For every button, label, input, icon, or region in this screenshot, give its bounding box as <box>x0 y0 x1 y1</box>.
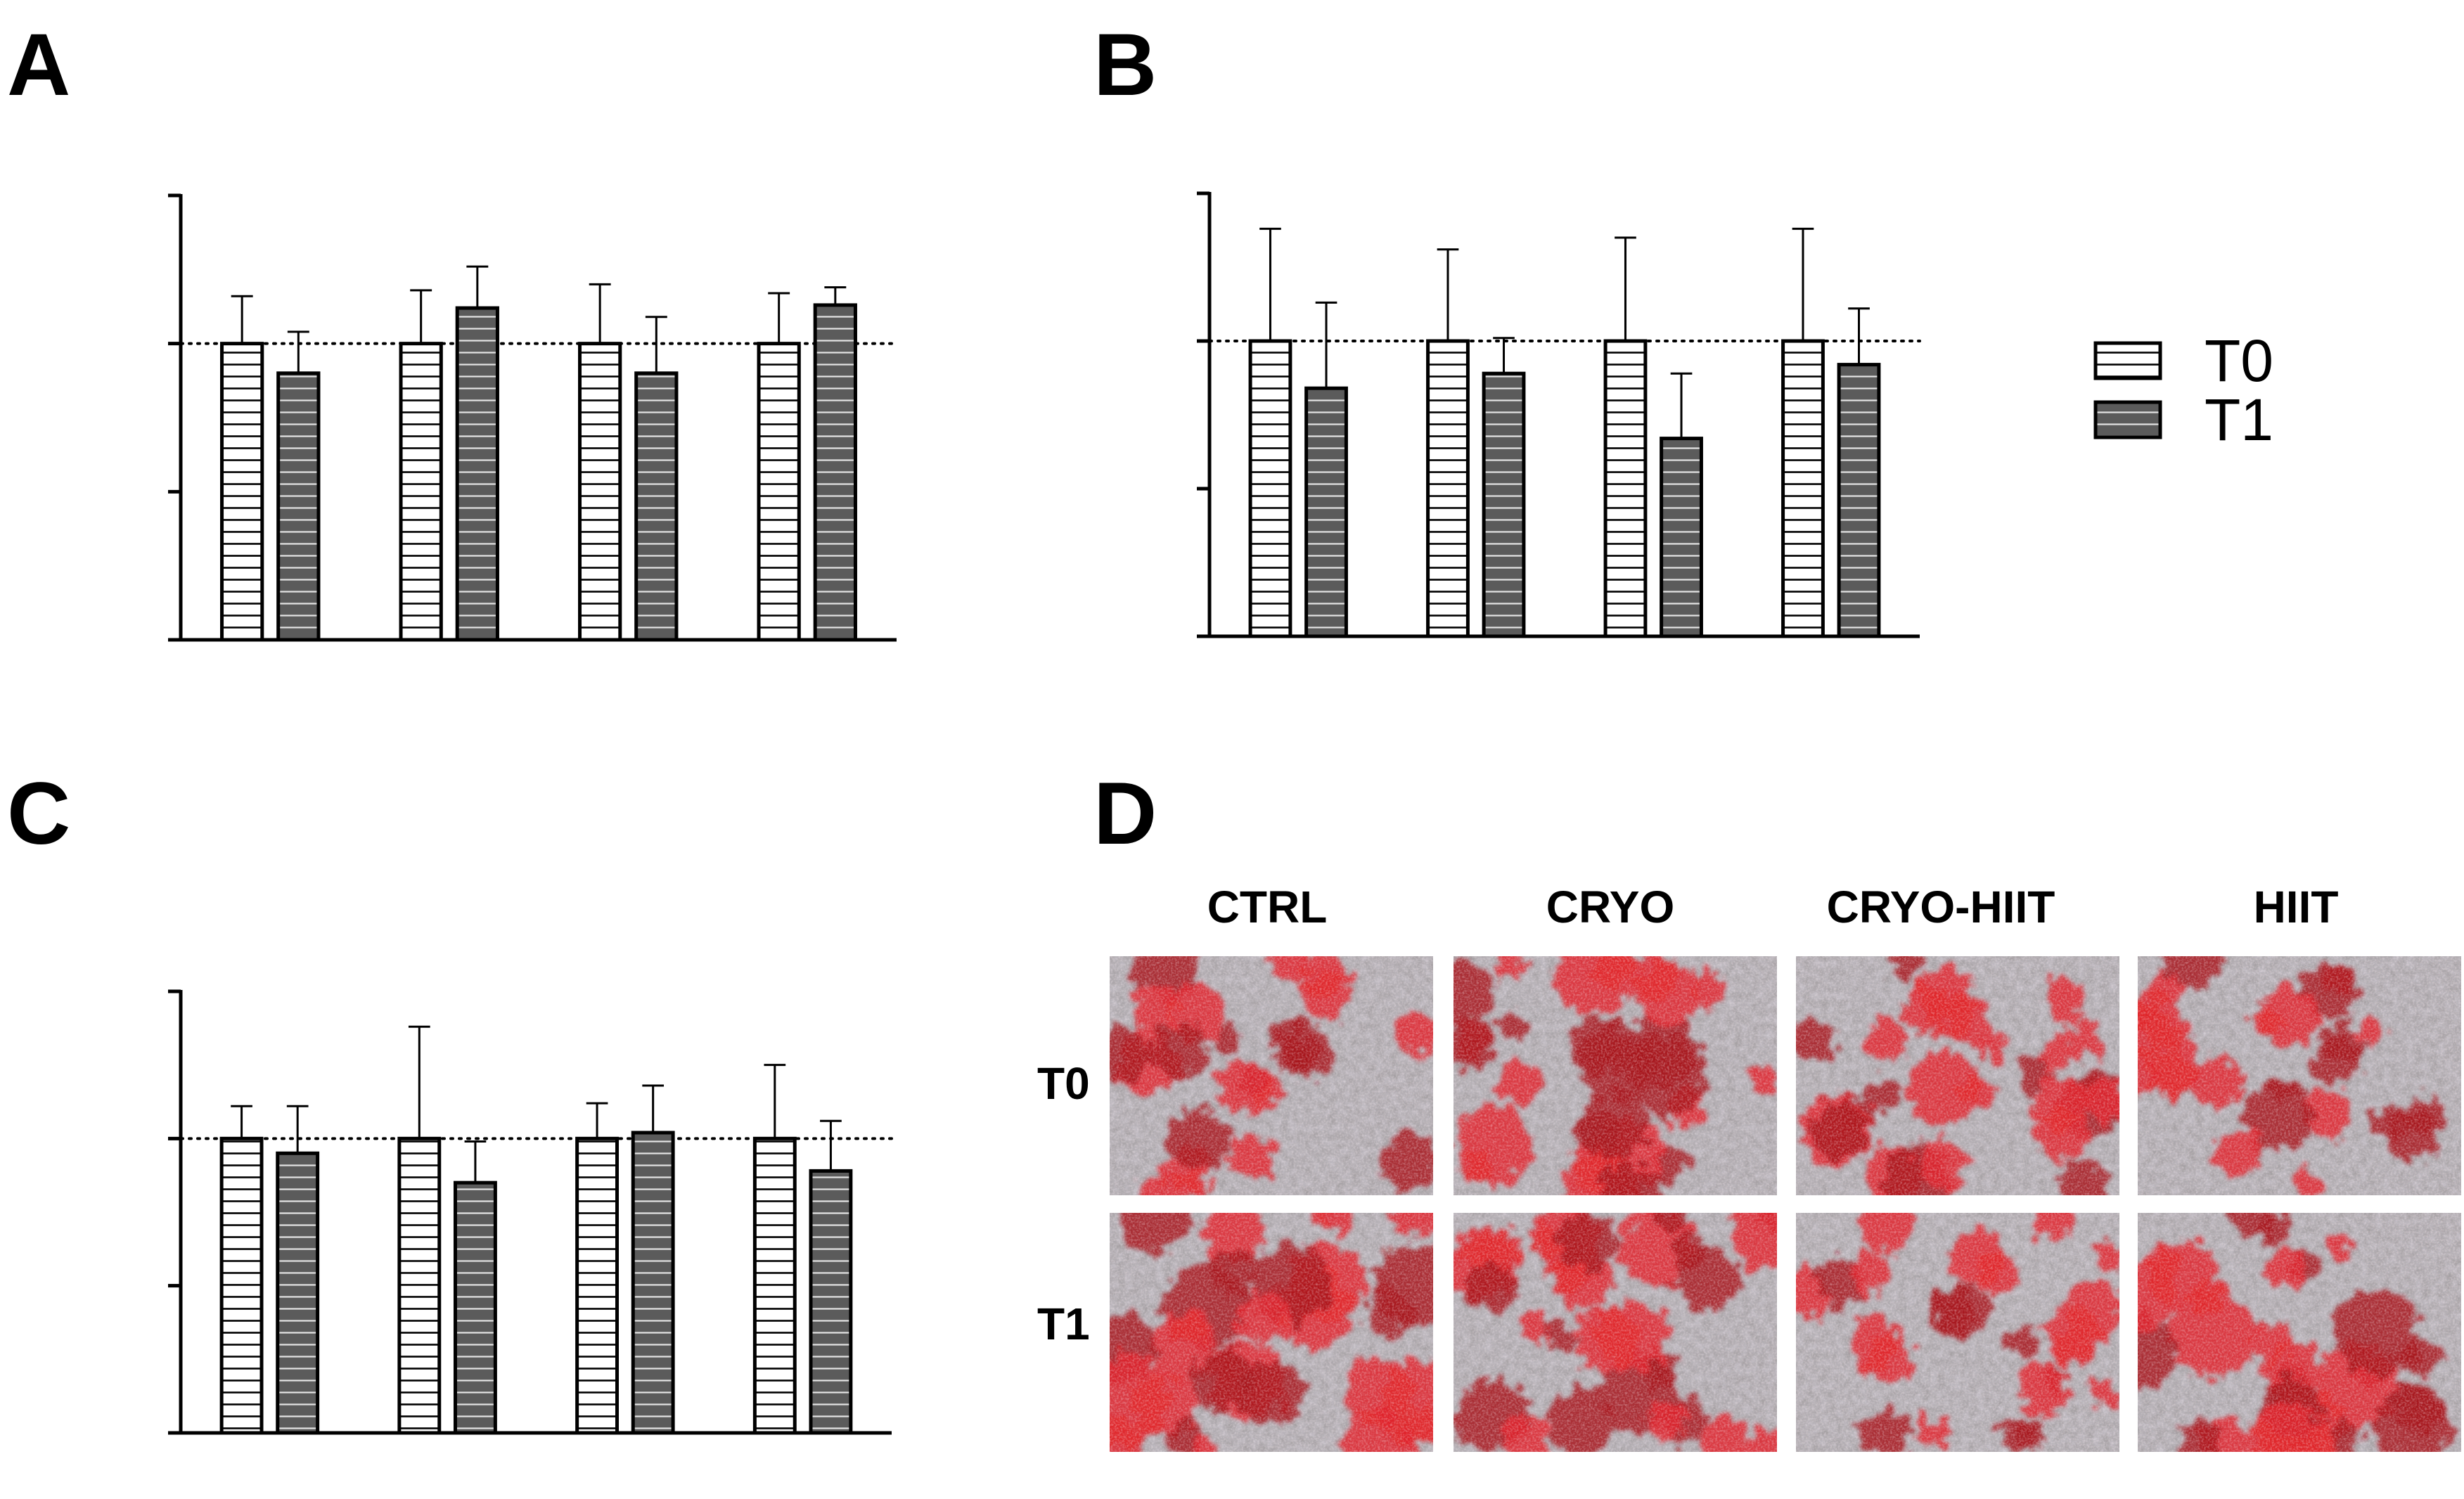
legend: T0 T1 <box>2093 328 2273 453</box>
micrograph-col-ctrl: CTRL <box>1207 882 1328 932</box>
bar-t0-cryo-hiit <box>575 1136 620 1435</box>
panel-letter-d: D <box>1093 765 1157 863</box>
micrograph-t0-hiit <box>2138 956 2461 1195</box>
legend-label-t1: T1 <box>2205 387 2273 453</box>
bar-t0-cryo <box>1426 339 1470 638</box>
micrograph-row-t1: T1 <box>1037 1299 1090 1349</box>
chart-ars <box>168 989 893 1435</box>
micrograph-t0-ctrl <box>1110 956 1433 1195</box>
micrograph-t0-cryo <box>1454 956 1777 1195</box>
bar-t0-cryo <box>399 342 443 642</box>
micrograph-t1-hiit <box>2138 1213 2461 1452</box>
bar-t1-ctrl <box>276 1151 320 1435</box>
bar-t0-cryo-hiit <box>1603 339 1648 638</box>
bar-t1-cryo-hiit <box>1660 437 1703 638</box>
legend-swatch-t1 <box>2093 400 2162 439</box>
micrograph-t1-cryo-hiit <box>1796 1213 2119 1452</box>
micrograph-t1-cryo <box>1454 1213 1777 1452</box>
bar-t0-hiit <box>757 342 801 642</box>
chart-brdu <box>168 193 898 642</box>
bar-t1-cryo <box>455 306 499 642</box>
panel-letter-a: A <box>7 16 70 114</box>
bar-t0-cryo <box>397 1136 442 1435</box>
bar-t1-cryo <box>1482 371 1526 638</box>
bar-t0-ctrl <box>220 342 264 642</box>
bar-t0-ctrl <box>219 1136 264 1435</box>
bar-t0-hiit <box>1781 339 1825 638</box>
bar-t1-ctrl <box>1304 386 1348 638</box>
bar-t1-ctrl <box>276 371 321 642</box>
chart-alp <box>1197 191 1921 638</box>
bar-t1-cryo-hiit <box>631 1131 675 1435</box>
micrograph-t0-cryo-hiit <box>1796 956 2119 1195</box>
micrograph-col-cryo-hiit: CRYO-HIIT <box>1827 882 2055 932</box>
micrograph-col-hiit: HIIT <box>2254 882 2339 932</box>
micrograph-col-cryo: CRYO <box>1546 882 1675 932</box>
bar-t1-hiit <box>809 1169 853 1435</box>
bar-t1-cryo <box>453 1180 497 1435</box>
legend-label-t0: T0 <box>2205 328 2273 394</box>
bar-t0-ctrl <box>1248 339 1292 638</box>
bar-t0-hiit <box>752 1136 797 1435</box>
bar-t0-cryo-hiit <box>578 342 622 642</box>
micrograph-panel: CTRL CRYO CRYO-HIIT HIIT T0 T1 <box>1037 882 2461 1452</box>
bar-t1-hiit <box>813 303 857 642</box>
micrograph-row-t0: T0 <box>1037 1058 1090 1109</box>
panel-letter-b: B <box>1093 16 1157 114</box>
micrograph-t1-ctrl <box>1110 1213 1433 1452</box>
panel-letter-c: C <box>7 765 70 863</box>
bar-t1-hiit <box>1837 363 1881 638</box>
bar-t1-cryo-hiit <box>634 371 679 642</box>
legend-swatch-t0 <box>2093 341 2162 380</box>
